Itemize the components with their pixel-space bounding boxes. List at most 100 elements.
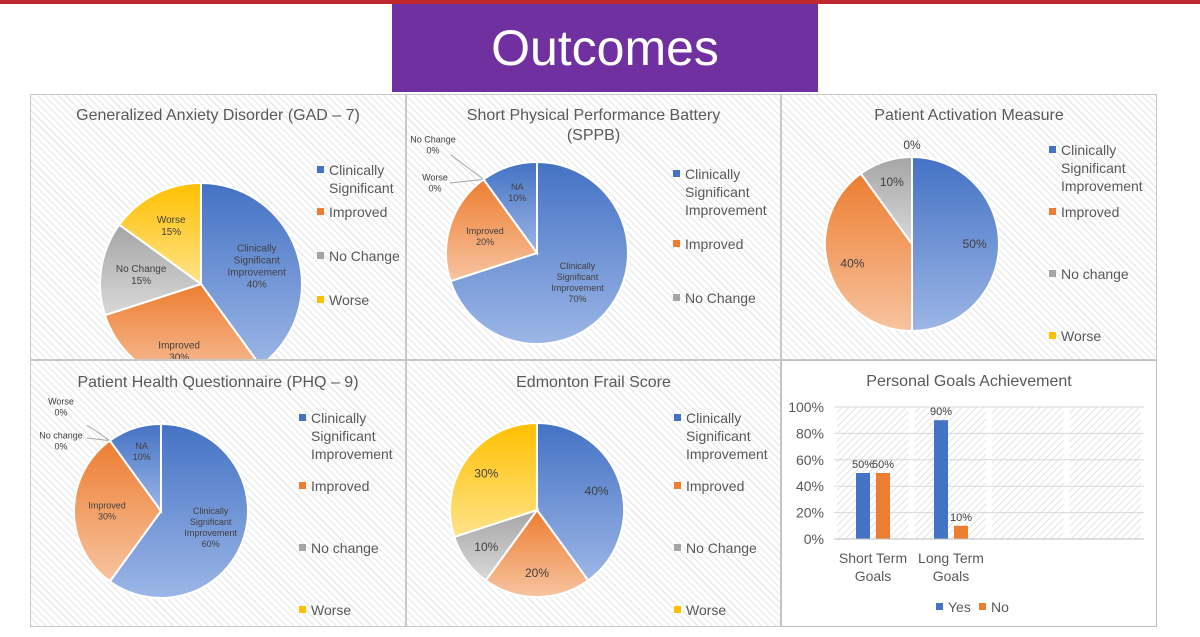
pie-slice-clinically-significant-improvement: [200, 181, 303, 359]
data-label-clinically-significant-improvement: Clinically Significant Improvement 60%: [184, 506, 237, 549]
pie-chart-gad7: Clinically Significant Improvement 40% Impro…: [99, 181, 303, 359]
pie-slice-worse: [449, 421, 538, 539]
leader-line: [450, 154, 484, 180]
data-label-worse: 0%: [903, 138, 921, 152]
legend-item-clinically-significant-improvement: Clinically Significant Improvement: [1049, 141, 1143, 195]
chart-title: Patient Health Questionnaire (PHQ – 9): [77, 374, 359, 391]
y-tick-label: 40%: [796, 478, 824, 494]
legend-item-worse: Worse: [317, 291, 369, 309]
legend-swatch: [1049, 270, 1056, 277]
chart-panel-gad7: Clinically Significant Improvement 40% Impro…: [30, 94, 406, 360]
leader-line: [449, 178, 484, 184]
pie-slice-improved: [824, 172, 913, 333]
legend-swatch: [1049, 208, 1056, 215]
legend-item-improved: Improved: [317, 203, 387, 221]
legend-item-clinically-significant-improvement: Clinically Significant Improvement: [673, 165, 767, 219]
y-tick-label: 60%: [796, 452, 824, 468]
data-label-na: NA 10%: [508, 182, 526, 203]
legend-item-no-change: No Change: [674, 539, 757, 557]
legend-swatch: [979, 603, 986, 610]
bar-data-label: 10%: [950, 512, 972, 524]
data-label-no-change: No Change 0%: [410, 135, 456, 156]
data-label-clinically-significant-improvement: 40%: [585, 484, 609, 498]
chart-title: Generalized Anxiety Disorder (GAD – 7): [76, 107, 360, 124]
chart-title: Short Physical Performance Battery (SPPB…: [466, 107, 721, 144]
legend-item-clinically-significant-improvement: Clinically Significant Improvement: [299, 409, 393, 463]
bar-data-label: 90%: [930, 406, 952, 418]
bar-data-label: 50%: [852, 459, 874, 471]
data-label-clinically-significant-improvement: Clinically Significant Improvement 40%: [228, 243, 287, 290]
legend-swatch: [317, 252, 324, 259]
legend-item-worse: Worse: [674, 601, 726, 619]
page-title: Outcomes: [392, 4, 818, 92]
pie-chart-sppb: Clinically Significant Improvement 70% Impro…: [410, 135, 629, 345]
pie-slice-clinically-significant-improvement: [108, 422, 249, 599]
legend-swatch: [1049, 146, 1056, 153]
legend-swatch: [299, 414, 306, 421]
legend-swatch: [674, 414, 681, 421]
chart-panel-sppb: Clinically Significant Improvement 70% Impro…: [406, 94, 781, 360]
data-label-no-change: No Change 15%: [116, 264, 167, 287]
legend-item-no-change: No Change: [317, 247, 400, 265]
pie-chart-phq9: Clinically Significant Improvement 60% Impro…: [39, 397, 249, 599]
data-label-clinically-significant-improvement: Clinically Significant Improvement 70%: [551, 261, 604, 304]
chart-title: Patient Activation Measure: [874, 107, 1064, 124]
pie-slice-improved: [103, 282, 257, 359]
bar-no-short-term-goals: [876, 473, 890, 539]
pie-slice-worse: [117, 181, 202, 286]
data-label-improved: 40%: [840, 257, 864, 271]
plot-band: [914, 407, 986, 539]
legend-swatch: [674, 606, 681, 613]
legend-item-clinically-significant-improvement: Clinically Significant Improvement: [674, 409, 768, 463]
data-label-improved: Improved 20%: [466, 226, 504, 247]
legend-item-improved: Improved: [673, 235, 743, 253]
pie-slice-clinically-significant-improvement: [911, 155, 1000, 333]
bar-no-long-term-goals: [954, 525, 968, 539]
x-category-label: Short Term Goals: [839, 550, 907, 584]
legend-item-yes: Yes: [936, 598, 971, 616]
data-label-worse: Worse 15%: [157, 215, 186, 238]
pie-slice-no-change: [99, 223, 204, 317]
y-tick-label: 0%: [804, 531, 824, 547]
data-label-worse: 30%: [474, 466, 498, 480]
legend-swatch: [317, 296, 324, 303]
pie-slice-clinically-significant-improvement: [449, 160, 629, 345]
plot-band: [992, 407, 1064, 539]
legend-item-no-change: No Change: [673, 289, 756, 307]
legend-item-worse: Worse: [1049, 327, 1101, 345]
bar-data-label: 50%: [872, 459, 894, 471]
chart-panel-phq9: Clinically Significant Improvement 60% Impro…: [30, 360, 406, 627]
pie-chart-pam: 50% 40% 10% 0%: [824, 138, 1000, 333]
chart-panel-pam: 50% 40% 10% 0% Patient Activation Measure C…: [781, 94, 1157, 360]
chart-panel-goals: 0% 20% 40% 60% 80% 100% 50% 50% Short Term Goals 9…: [781, 360, 1157, 627]
leader-line: [86, 424, 111, 442]
legend-swatch: [299, 544, 306, 551]
legend-item-clinically-significant: Clinically Significant: [317, 161, 394, 197]
legend-item-no-change: No change: [1049, 265, 1129, 283]
legend-item-worse: Worse: [299, 601, 351, 619]
legend-swatch: [674, 544, 681, 551]
y-tick-label: 20%: [796, 505, 824, 521]
legend-item-improved: Improved: [674, 477, 744, 495]
legend-item-no: No: [979, 598, 1009, 616]
plot-band: [1069, 407, 1141, 539]
plot-band: [837, 407, 909, 539]
pie-slice-improved: [73, 439, 163, 583]
bar-chart-goals: 0% 20% 40% 60% 80% 100% 50%50% Short Term Goals 9…: [788, 399, 1144, 584]
pie-slice-na: [482, 160, 538, 257]
x-category-label: Long Term Goals: [918, 550, 984, 584]
data-label-no-change: 10%: [474, 540, 498, 554]
data-label-improved: Improved 30%: [88, 501, 126, 522]
chart-panel-efs: 40% 20% 10% 30% Edmonton Frail Score Clinic…: [406, 360, 781, 627]
legend-swatch: [674, 482, 681, 489]
legend-item-improved: Improved: [1049, 203, 1119, 221]
bar-yes-long-term-goals: [934, 420, 948, 539]
legend-swatch: [299, 482, 306, 489]
data-label-improved: Improved 30%: [158, 341, 200, 359]
chart-title: Personal Goals Achievement: [866, 373, 1072, 390]
data-label-na: NA 10%: [133, 441, 151, 462]
data-label-worse: Worse 0%: [48, 397, 74, 418]
pie-slice-no-change: [859, 155, 913, 248]
pie-slice-improved: [445, 177, 539, 283]
y-tick-label: 80%: [796, 425, 824, 441]
